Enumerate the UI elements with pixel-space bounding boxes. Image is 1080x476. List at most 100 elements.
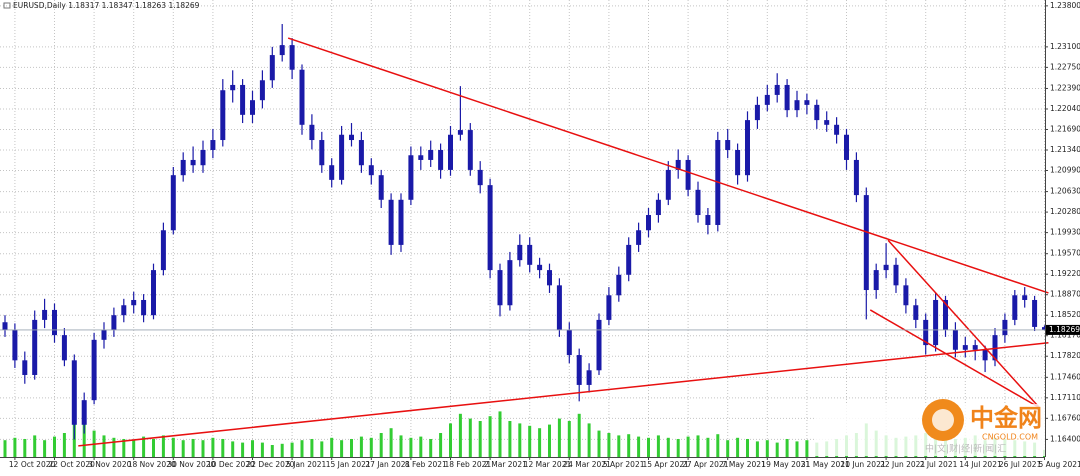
candle-body	[458, 130, 463, 135]
volume-bar	[380, 433, 383, 457]
candle-body	[755, 105, 760, 120]
high: 1.18347	[102, 1, 133, 10]
volume-bar	[400, 435, 403, 457]
candle-body	[121, 305, 126, 315]
candle-body	[834, 125, 839, 135]
volume-bar	[231, 441, 234, 457]
candle-body	[597, 320, 602, 370]
candle-body	[666, 170, 671, 200]
volume-bar	[657, 435, 660, 457]
candle-body	[488, 185, 493, 270]
volume-bar	[439, 433, 442, 457]
candle-body	[498, 270, 503, 305]
candle-body	[765, 95, 770, 105]
candle-body	[260, 80, 265, 100]
y-tick-label: 1.17820	[1050, 351, 1080, 360]
candle-body	[468, 130, 473, 170]
y-tick-label: 1.17110	[1050, 393, 1080, 402]
y-tick-label: 1.20990	[1050, 165, 1080, 174]
candle-body	[319, 140, 324, 165]
candle-body	[72, 360, 77, 424]
candle-body	[428, 150, 433, 160]
volume-bar	[637, 437, 640, 457]
volume-bar	[172, 438, 175, 457]
volume-bar	[112, 438, 115, 457]
volume-bar	[241, 443, 244, 457]
volume-bar	[370, 438, 373, 457]
volume-bar	[103, 435, 106, 457]
y-tick-label: 1.23800	[1050, 1, 1080, 10]
volume-bar	[706, 438, 709, 457]
candle-body	[864, 195, 869, 290]
candle-body	[438, 150, 443, 170]
candle-body	[102, 330, 107, 340]
volume-bar	[726, 440, 729, 457]
volume-bar	[360, 437, 363, 457]
volume-bar	[469, 419, 472, 457]
candle-body	[725, 140, 730, 150]
y-tick-label: 1.19930	[1050, 228, 1080, 237]
x-tick-label: 7 May 2021	[722, 460, 766, 469]
close: 1.18269	[168, 1, 199, 10]
candle-body	[131, 300, 136, 305]
y-tick-label: 1.16760	[1050, 413, 1080, 422]
volume-bar	[221, 439, 224, 457]
watermark-brand: 中金网	[970, 404, 1042, 432]
candle-body	[250, 100, 255, 115]
volume-bar	[132, 440, 135, 457]
volume-bar	[409, 438, 412, 457]
candle-body	[201, 150, 206, 165]
x-tick-label: 5 Jan 2021	[286, 460, 326, 469]
x-tick-label: 10 Jun 2021	[841, 460, 886, 469]
candle-body	[418, 155, 423, 160]
candle-body	[191, 160, 196, 165]
volume-bar	[805, 440, 808, 457]
candle-body	[220, 90, 225, 140]
candle-body	[349, 135, 354, 140]
volume-bar	[716, 434, 719, 457]
candle-body	[230, 85, 235, 90]
x-tick-label: 5 Aug 2021	[1039, 460, 1080, 469]
volume-bar	[340, 440, 343, 457]
candle-body	[389, 200, 394, 245]
candle-body	[42, 310, 47, 320]
volume-bar	[330, 438, 333, 457]
x-tick-label: 26 Jul 2021	[999, 460, 1042, 469]
volume-bar	[687, 437, 690, 457]
volume-bar	[677, 439, 680, 457]
candle-body	[656, 200, 661, 215]
volume-bar	[647, 438, 650, 457]
volume-bar	[697, 435, 700, 457]
candle-body	[894, 265, 899, 286]
candle-body	[517, 245, 522, 260]
y-tick-label: 1.20280	[1050, 207, 1080, 216]
candle-body	[953, 330, 958, 350]
volume-bar	[508, 421, 511, 457]
volume-bar	[538, 428, 541, 457]
volume-bar	[746, 439, 749, 457]
candle-body	[240, 85, 245, 115]
x-tick-label: 3 Nov 2020	[88, 460, 131, 469]
y-tick-label: 1.16400	[1050, 434, 1080, 443]
candle-body	[379, 175, 384, 200]
candle-body	[567, 330, 572, 355]
volume-bar	[667, 438, 670, 457]
symbol: EURUSD,Daily	[13, 1, 66, 10]
volume-bar	[489, 416, 492, 457]
candle-body	[329, 165, 334, 180]
y-tick-label: 1.22390	[1050, 83, 1080, 92]
candle-body	[92, 340, 97, 400]
candle-body	[844, 135, 849, 160]
candle-body	[151, 270, 156, 315]
volume-bar	[736, 438, 739, 457]
x-tick-label: 8 Feb 2021	[405, 460, 447, 469]
watermark: 中金网 CNGOLD.COM 中|文|财|经|新|闻|汇	[815, 399, 1045, 456]
y-tick-label: 1.19220	[1050, 269, 1080, 278]
candle-body	[874, 270, 879, 290]
volume-bar	[43, 440, 46, 457]
candle-body	[32, 320, 37, 375]
candle-body	[527, 245, 532, 265]
candle-body	[903, 285, 908, 305]
candle-body	[824, 120, 829, 125]
x-tick-label: 2 Jul 2021	[920, 460, 958, 469]
